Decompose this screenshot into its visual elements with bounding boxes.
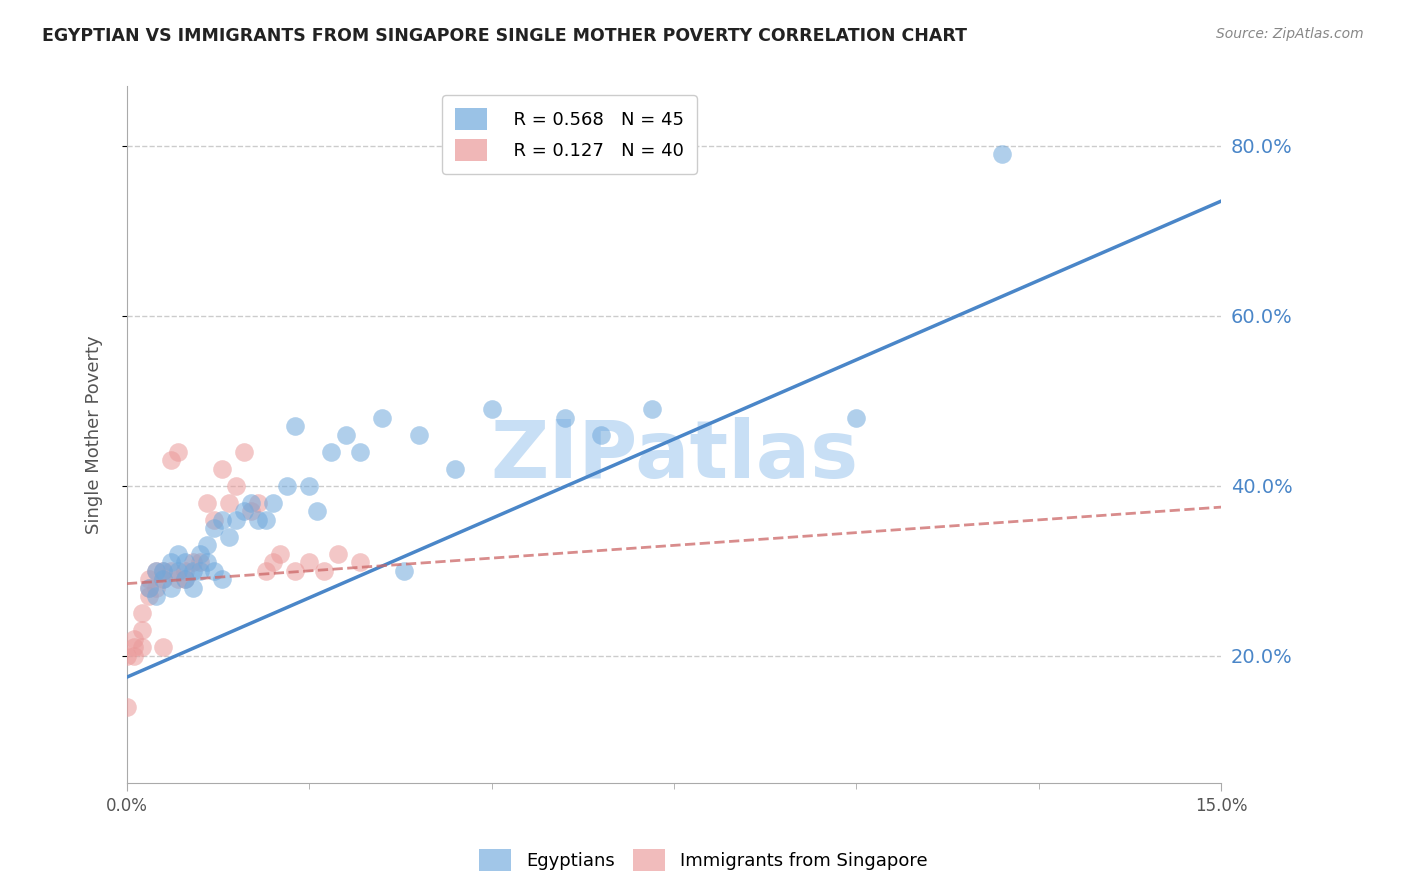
Point (181, 581, 204, 595)
Point (305, 504, 328, 518)
Point (159, 555, 181, 569)
Point (152, 573, 174, 587)
Point (152, 640, 174, 655)
Text: EGYPTIAN VS IMMIGRANTS FROM SINGAPORE SINGLE MOTHER POVERTY CORRELATION CHART: EGYPTIAN VS IMMIGRANTS FROM SINGAPORE SI… (42, 27, 967, 45)
Point (284, 419, 307, 434)
Point (115, 648, 138, 663)
Point (218, 530, 240, 544)
Point (232, 504, 254, 518)
Point (188, 564, 211, 578)
Point (589, 428, 612, 442)
Point (152, 564, 174, 578)
Point (145, 564, 167, 578)
Point (254, 513, 277, 527)
Point (131, 607, 153, 621)
Point (211, 462, 233, 476)
Point (321, 445, 343, 459)
Point (298, 479, 321, 493)
Point (167, 564, 190, 578)
Point (262, 496, 284, 510)
Point (204, 521, 226, 535)
Point (159, 564, 181, 578)
Point (204, 564, 226, 578)
Point (115, 699, 138, 714)
Point (276, 479, 298, 493)
Point (262, 555, 284, 569)
Point (195, 496, 218, 510)
Point (122, 648, 145, 663)
Point (247, 496, 270, 510)
Point (174, 573, 197, 587)
Point (298, 555, 321, 569)
Point (247, 513, 270, 527)
Point (232, 445, 254, 459)
Point (138, 573, 160, 587)
Point (122, 640, 145, 655)
Point (254, 564, 277, 578)
Legend:   R = 0.568   N = 45,   R = 0.127   N = 40: R = 0.568 N = 45, R = 0.127 N = 40 (443, 95, 696, 174)
Point (145, 581, 167, 595)
Point (392, 564, 415, 578)
Point (122, 632, 145, 646)
Point (181, 555, 204, 569)
Point (444, 462, 467, 476)
Point (211, 513, 233, 527)
Point (174, 564, 197, 578)
Text: ZIPatlas: ZIPatlas (489, 417, 858, 495)
Point (138, 590, 160, 604)
Point (188, 555, 211, 569)
Point (349, 555, 371, 569)
Point (167, 573, 190, 587)
Point (211, 573, 233, 587)
Point (239, 496, 262, 510)
Text: Source: ZipAtlas.com: Source: ZipAtlas.com (1216, 27, 1364, 41)
Point (145, 564, 167, 578)
Point (335, 428, 357, 442)
Point (159, 453, 181, 467)
Point (159, 581, 181, 595)
Point (312, 564, 335, 578)
Point (554, 410, 576, 425)
Point (991, 147, 1014, 161)
Point (167, 445, 190, 459)
Point (408, 428, 430, 442)
Point (195, 538, 218, 552)
Point (225, 513, 247, 527)
Point (641, 402, 664, 417)
Point (181, 564, 204, 578)
Point (131, 624, 153, 638)
Point (204, 513, 226, 527)
Point (138, 581, 160, 595)
Point (138, 581, 160, 595)
Point (481, 402, 503, 417)
Point (349, 445, 371, 459)
Point (145, 590, 167, 604)
Point (269, 547, 291, 561)
Point (284, 564, 307, 578)
Point (195, 555, 218, 569)
Point (167, 547, 190, 561)
Point (188, 547, 211, 561)
Point (131, 640, 153, 655)
Point (239, 504, 262, 518)
Point (174, 573, 197, 587)
Point (371, 410, 394, 425)
Point (152, 564, 174, 578)
Point (152, 573, 174, 587)
Point (218, 496, 240, 510)
Point (845, 410, 868, 425)
Point (225, 479, 247, 493)
Legend: Egyptians, Immigrants from Singapore: Egyptians, Immigrants from Singapore (471, 842, 935, 879)
Point (174, 555, 197, 569)
Point (328, 547, 350, 561)
Y-axis label: Single Mother Poverty: Single Mother Poverty (86, 335, 103, 534)
